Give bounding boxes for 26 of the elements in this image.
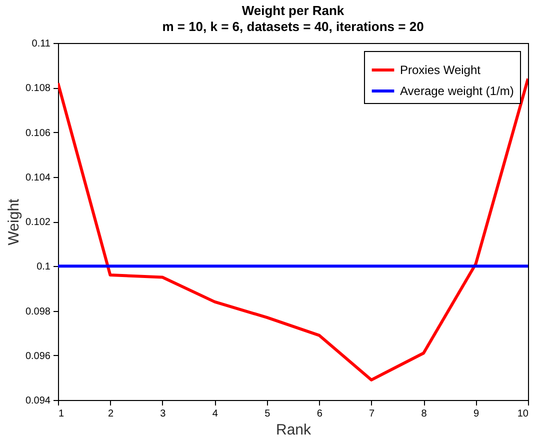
chart-subtitle: m = 10, k = 6, datasets = 40, iterations = 20	[162, 19, 424, 34]
y-tick-label: 0.098	[25, 306, 51, 318]
y-tick-label: 0.11	[32, 38, 51, 50]
x-tick-label: 10	[517, 408, 529, 420]
y-tick-label: 0.096	[25, 350, 51, 362]
x-tick-label: 6	[316, 408, 323, 420]
x-tick-label: 4	[212, 408, 218, 420]
x-tick-label: 9	[473, 408, 480, 420]
x-tick-label: 8	[421, 408, 428, 420]
y-tick-label: 0.094	[25, 396, 51, 406]
x-tick-label: 5	[264, 408, 271, 420]
x-tick-label: 7	[369, 408, 376, 420]
x-tick-label: 2	[108, 408, 114, 420]
chart-title: Weight per Rank	[242, 3, 345, 18]
x-axis-title: Rank	[276, 422, 312, 438]
y-tick-label: 0.102	[25, 217, 51, 228]
y-tick-label: 0.106	[25, 128, 51, 139]
line-series	[58, 77, 528, 382]
x-tick-label: 3	[160, 408, 166, 420]
y-tick-label: 0.1	[36, 262, 51, 273]
y-tick-label: 0.104	[25, 172, 51, 184]
legend-label: Average weight (1/m)	[400, 84, 514, 98]
y-axis-title: Weight	[5, 198, 22, 246]
legend-label: Proxies Weight	[400, 63, 482, 77]
y-tick-label: 0.108	[25, 83, 51, 94]
x-tick-label: 1	[58, 408, 64, 420]
